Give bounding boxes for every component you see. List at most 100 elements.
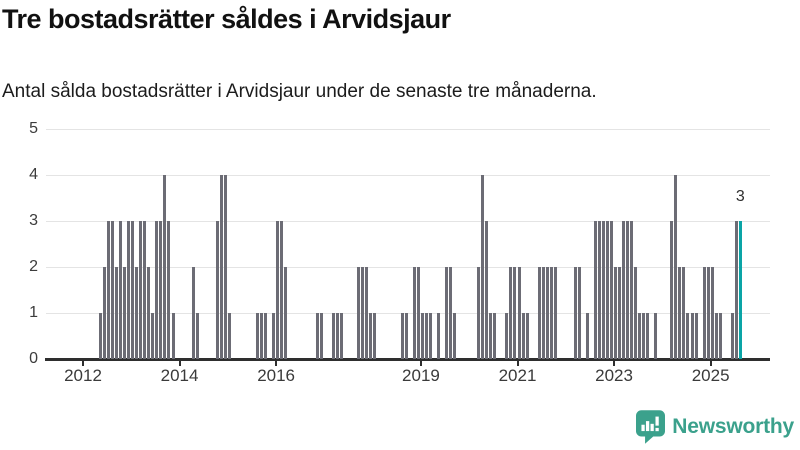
bar (260, 313, 264, 359)
x-tick-label: 2016 (257, 366, 296, 385)
bar (638, 313, 642, 359)
bar (577, 267, 581, 359)
bar (513, 267, 517, 359)
bar (622, 221, 626, 359)
bar (412, 267, 416, 359)
x-axis-tick (613, 360, 616, 366)
bar (606, 221, 610, 359)
bar (400, 313, 404, 359)
bar (171, 313, 175, 359)
bar (541, 267, 545, 359)
x-axis-tick (275, 360, 278, 366)
bar (714, 313, 718, 359)
bar (445, 267, 449, 359)
bar (135, 267, 139, 359)
bar (690, 313, 694, 359)
bar (710, 267, 714, 359)
bar (420, 313, 424, 359)
x-axis-tick (516, 360, 519, 366)
bar (602, 221, 605, 359)
bar (416, 267, 420, 359)
bar (103, 267, 107, 359)
gridline (46, 267, 770, 268)
bar (356, 267, 360, 359)
bar (147, 267, 151, 359)
bar (549, 267, 553, 359)
bar (316, 313, 320, 359)
x-axis-tick (709, 360, 712, 366)
bar (111, 221, 115, 359)
bar (485, 221, 489, 359)
bar (163, 175, 167, 359)
bar (718, 313, 722, 359)
newsworthy-logo[interactable]: Newsworthy (636, 410, 794, 444)
x-tick-label: 2012 (64, 366, 102, 385)
bar (706, 267, 710, 359)
bar (151, 313, 155, 359)
bar (493, 313, 497, 359)
y-tick-label: 0 (29, 350, 38, 367)
x-tick-label: 2025 (691, 366, 730, 385)
bar (730, 313, 734, 359)
bar (167, 221, 171, 359)
x-axis-line (45, 358, 770, 361)
page-title: Tre bostadsrätter såldes i Arvidsjaur (2, 4, 451, 34)
bar (597, 221, 601, 359)
bar (256, 313, 259, 359)
bar (424, 313, 428, 359)
bar (272, 313, 276, 359)
y-tick-label: 2 (29, 258, 38, 275)
bar (437, 313, 441, 359)
bar (336, 313, 340, 359)
bar (227, 313, 231, 359)
bar (573, 267, 577, 359)
bar (159, 221, 163, 359)
bar (127, 221, 131, 359)
bar (734, 221, 738, 359)
bar (610, 221, 614, 359)
bar (264, 313, 268, 359)
bar (280, 221, 284, 359)
bar (364, 267, 368, 359)
bar (593, 221, 597, 359)
y-tick-label: 4 (29, 166, 38, 183)
gridline (46, 221, 770, 222)
last-bar-value-label: 3 (735, 188, 745, 205)
bar (139, 221, 143, 359)
newsworthy-wordmark: Newsworthy (672, 415, 794, 438)
bar (340, 313, 344, 359)
bar (682, 267, 686, 359)
bar (505, 313, 509, 359)
bar (372, 313, 376, 359)
bar (191, 267, 195, 359)
bar-chart-speech-bubble-icon (636, 410, 666, 444)
bar (99, 313, 103, 359)
bar (509, 267, 513, 359)
gridline (46, 313, 770, 314)
bar (223, 175, 227, 359)
bar (702, 267, 706, 359)
bar (429, 313, 432, 359)
bar (115, 267, 119, 359)
gridline (46, 129, 770, 130)
bar (284, 267, 288, 359)
x-tick-label: 2023 (595, 366, 633, 385)
bar (449, 267, 453, 359)
bar (276, 221, 280, 359)
x-axis-tick (178, 360, 181, 366)
x-tick-label: 2019 (402, 366, 440, 385)
y-tick-label: 3 (29, 212, 38, 229)
bar (143, 221, 147, 359)
bar (219, 175, 223, 359)
bar (481, 175, 485, 359)
x-tick-label: 2014 (160, 366, 199, 385)
bar (517, 267, 521, 359)
bar (686, 313, 690, 359)
bar (489, 313, 493, 359)
bar (215, 221, 219, 359)
bar (477, 267, 481, 359)
bar (678, 267, 682, 359)
bar (545, 267, 549, 359)
y-tick-label: 1 (29, 304, 38, 321)
